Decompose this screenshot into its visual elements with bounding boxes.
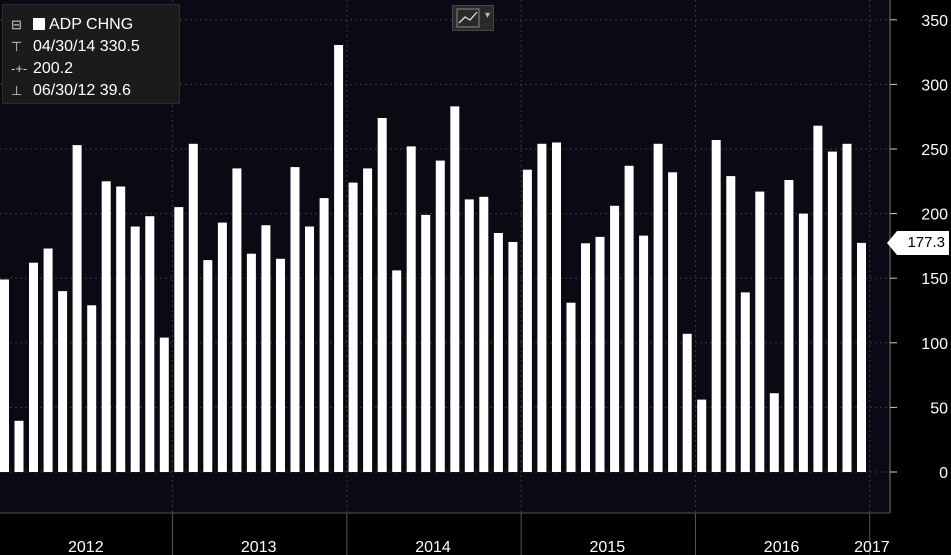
- bar: [421, 214, 431, 472]
- y-tick-label: 100: [921, 336, 948, 353]
- bar: [159, 337, 169, 472]
- legend-title: ADP CHNG: [49, 16, 134, 33]
- y-tick-label: 50: [930, 400, 948, 417]
- x-axis: 2012 2013 2014 2015 2016 2017: [0, 512, 890, 555]
- bar: [58, 291, 68, 472]
- x-tick-label: 2013: [241, 539, 277, 555]
- bar: [755, 191, 765, 472]
- bar: [653, 143, 663, 473]
- x-tick-label: 2016: [764, 539, 800, 555]
- bar: [784, 180, 794, 472]
- bar: [711, 140, 721, 472]
- average-marker-icon: -+-: [11, 61, 28, 76]
- bar: [261, 225, 271, 472]
- bar: [101, 181, 111, 473]
- legend-high: 04/30/14 330.5: [33, 38, 140, 55]
- bar: [130, 226, 140, 472]
- bar: [174, 207, 184, 472]
- bar: [348, 182, 358, 472]
- bar: [682, 333, 692, 472]
- bar: [450, 106, 460, 473]
- bar: [740, 292, 750, 472]
- bar: [610, 205, 620, 473]
- bar: [566, 302, 576, 472]
- bar: [334, 45, 344, 472]
- high-marker-icon: ⊤: [11, 39, 23, 54]
- bar: [857, 242, 866, 472]
- bar: [493, 233, 503, 472]
- bar: [537, 143, 547, 473]
- low-marker-icon: ⊥: [11, 83, 23, 98]
- bar: [697, 399, 707, 472]
- bar: [552, 142, 561, 472]
- bar: [43, 248, 53, 472]
- y-axis: 0 50 100 150 200 250 300 350: [889, 0, 948, 513]
- x-tick-label: 2012: [68, 539, 104, 555]
- bar: [624, 165, 634, 473]
- bar: [639, 235, 649, 472]
- x-tick-label: 2015: [590, 539, 626, 555]
- bar: [798, 213, 808, 472]
- bar: [290, 167, 300, 472]
- bar: [188, 143, 198, 473]
- bar: [116, 186, 126, 472]
- bar: [0, 279, 9, 472]
- bars: [0, 45, 866, 473]
- bar: [319, 198, 329, 472]
- bar: [508, 242, 518, 472]
- legend-average: 200.2: [33, 60, 74, 77]
- y-tick-label: 200: [921, 207, 948, 224]
- line-chart-icon: [456, 8, 480, 28]
- gridlines: [0, 0, 890, 513]
- y-tick-label: 300: [921, 77, 948, 94]
- bar: [827, 151, 837, 472]
- x-tick-label: 2014: [415, 539, 451, 555]
- bar: [668, 172, 678, 473]
- bar: [769, 393, 779, 472]
- bar: [87, 305, 97, 472]
- y-tick-label: 150: [921, 271, 948, 288]
- bar: [377, 118, 387, 472]
- bar: [595, 236, 605, 472]
- bar: [246, 253, 256, 472]
- bar: [217, 222, 227, 472]
- bar: [435, 160, 445, 472]
- bar: [145, 216, 155, 472]
- bar: [813, 125, 823, 472]
- x-tick-label: 2017: [854, 539, 890, 555]
- bar: [842, 143, 852, 473]
- chart-type-button[interactable]: ▾: [452, 5, 494, 31]
- bar: [232, 168, 242, 472]
- bar: [276, 258, 285, 472]
- legend: ⊟ ADP CHNG ⊤ 04/30/14 330.5 -+- 200.2 ⊥ 06/3…: [2, 4, 180, 104]
- bar: [726, 176, 736, 472]
- bar: [479, 196, 489, 473]
- collapse-icon[interactable]: ⊟: [11, 17, 22, 32]
- bar: [392, 270, 402, 472]
- y-tick-label: 0: [939, 465, 948, 482]
- bar: [522, 169, 532, 472]
- y-tick-label: 350: [921, 13, 948, 30]
- bar: [464, 199, 474, 472]
- legend-low: 06/30/12 39.6: [33, 82, 131, 99]
- bar: [72, 145, 82, 472]
- last-value-label: 177.3: [887, 231, 949, 255]
- chevron-down-icon: ▾: [484, 10, 490, 21]
- series-swatch: [33, 18, 45, 30]
- bar: [203, 260, 213, 472]
- bar: [29, 262, 38, 472]
- bar: [581, 243, 590, 472]
- bar: [14, 420, 24, 472]
- bar: [406, 146, 416, 472]
- y-tick-label: 250: [921, 142, 948, 159]
- bar: [363, 168, 373, 472]
- bar: [305, 226, 314, 472]
